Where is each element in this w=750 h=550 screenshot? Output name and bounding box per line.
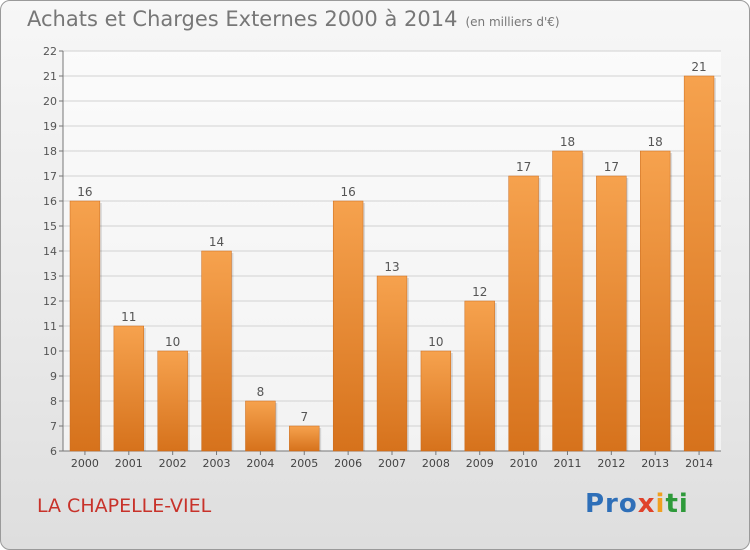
bar xyxy=(113,325,144,452)
bar xyxy=(420,350,452,452)
y-tick-label: 6 xyxy=(50,445,57,458)
bar xyxy=(508,175,539,452)
y-tick-label: 12 xyxy=(43,295,57,308)
town-name: LA CHAPELLE-VIEL xyxy=(37,495,212,517)
bar xyxy=(640,150,671,452)
chart-title-text: Achats et Charges Externes 2000 à 2014 xyxy=(27,7,458,31)
x-tick-label: 2005 xyxy=(290,457,318,470)
bar xyxy=(332,200,364,452)
y-tick-label: 9 xyxy=(50,370,57,383)
data-label: 14 xyxy=(209,235,224,249)
data-label: 11 xyxy=(121,310,136,324)
y-tick-label: 13 xyxy=(43,270,57,283)
x-tick-label: 2001 xyxy=(115,457,143,470)
data-label: 16 xyxy=(77,185,92,199)
y-tick-label: 11 xyxy=(43,320,57,333)
x-tick-label: 2002 xyxy=(159,457,187,470)
bar xyxy=(245,400,276,452)
x-tick-label: 2000 xyxy=(71,457,99,470)
data-label: 18 xyxy=(560,135,575,149)
logo-part-3: i xyxy=(655,489,666,519)
y-tick-label: 18 xyxy=(43,145,57,158)
logo-part-2: x xyxy=(637,489,656,519)
data-label: 18 xyxy=(648,135,663,149)
logo-part-1: Pro xyxy=(585,489,638,519)
y-tick-label: 21 xyxy=(43,70,57,83)
data-label: 13 xyxy=(384,260,399,274)
x-tick-label: 2014 xyxy=(685,457,713,470)
data-label: 16 xyxy=(340,185,355,199)
data-label: 12 xyxy=(472,285,487,299)
data-label: 17 xyxy=(604,160,619,174)
chart-subtitle: (en milliers d'€) xyxy=(465,15,560,29)
x-tick-label: 2008 xyxy=(422,457,450,470)
data-label: 10 xyxy=(165,335,180,349)
bar xyxy=(464,300,495,452)
bar xyxy=(552,150,583,452)
data-label: 17 xyxy=(516,160,531,174)
x-tick-label: 2010 xyxy=(510,457,538,470)
x-tick-label: 2006 xyxy=(334,457,362,470)
y-tick-label: 10 xyxy=(43,345,57,358)
y-tick-label: 17 xyxy=(43,170,57,183)
y-tick-label: 19 xyxy=(43,120,57,133)
y-tick-label: 7 xyxy=(50,420,57,433)
bar xyxy=(376,275,408,452)
y-tick-label: 8 xyxy=(50,395,57,408)
data-label: 10 xyxy=(428,335,443,349)
y-tick-label: 16 xyxy=(43,195,57,208)
x-tick-label: 2004 xyxy=(246,457,274,470)
bar xyxy=(69,200,101,452)
data-label: 8 xyxy=(257,385,265,399)
x-tick-label: 2003 xyxy=(203,457,231,470)
chart-title: Achats et Charges Externes 2000 à 2014 (e… xyxy=(27,7,560,31)
logo-part-4: ti xyxy=(665,489,689,519)
data-label: 21 xyxy=(691,60,706,74)
x-tick-label: 2007 xyxy=(378,457,406,470)
bar xyxy=(157,350,188,452)
bar xyxy=(289,425,320,452)
x-tick-label: 2009 xyxy=(466,457,494,470)
x-tick-label: 2013 xyxy=(641,457,669,470)
y-tick-label: 15 xyxy=(43,220,57,233)
bar xyxy=(201,250,232,452)
proxiti-logo[interactable]: Proxiti xyxy=(585,489,689,519)
y-tick-label: 20 xyxy=(43,95,57,108)
y-tick-label: 22 xyxy=(43,45,57,58)
bar xyxy=(596,175,627,452)
bar xyxy=(683,75,715,452)
x-tick-label: 2012 xyxy=(597,457,625,470)
y-tick-label: 14 xyxy=(43,245,57,258)
data-label: 7 xyxy=(300,410,308,424)
x-tick-label: 2011 xyxy=(553,457,581,470)
